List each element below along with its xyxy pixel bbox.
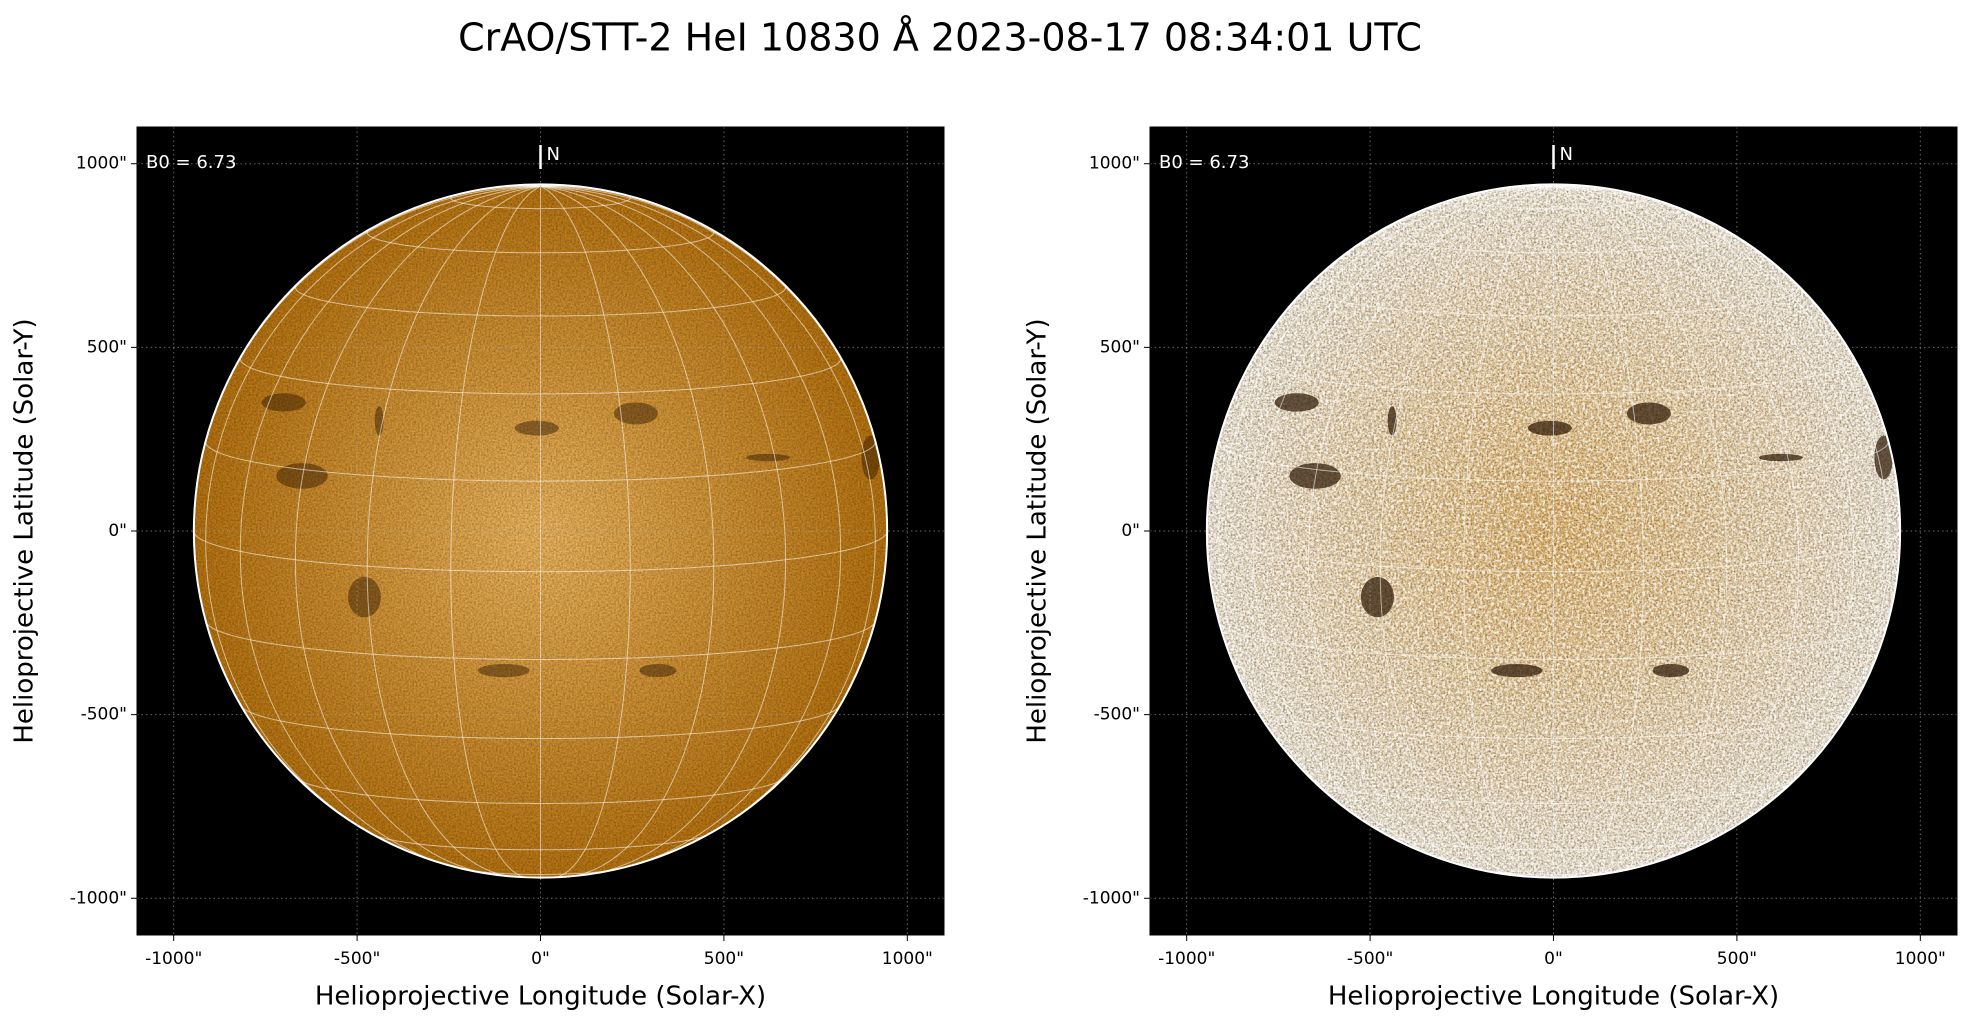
annotation: B0 = 6.73 [1159,152,1249,173]
dark-feature [1360,576,1394,618]
graticule-line [366,228,715,254]
graticule-line [1253,705,1854,740]
dark-feature [1652,663,1690,678]
figure-title: CrAO/STT-2 HeI 10830 Å 2023-08-17 08:34:… [458,16,1422,60]
limb [192,183,889,879]
graticule-line [1379,228,1728,254]
graticule-line [540,185,842,871]
dark-feature [1491,663,1543,678]
graticule-line [540,185,715,878]
dark-feature [1527,420,1572,436]
graticule-line [193,530,888,573]
graticule-line [294,185,541,876]
graticule-line [1553,185,1728,878]
graticule-line [1553,185,1644,879]
graticule-line [1553,185,1800,876]
dark-feature [745,453,790,462]
dark-feature [1626,402,1671,425]
north-label: N [547,144,560,165]
graticule-line [1463,185,1554,879]
graticule-line [1252,185,1554,871]
dark-feature [1274,393,1319,412]
axes-frame [1149,126,1958,936]
y-tick-label: 0" [108,521,127,541]
y-tick-label: -1000" [70,888,127,908]
x-axis-label: Helioprojective Longitude (Solar-X) [1328,982,1779,1012]
x-tick-label: -1000" [145,949,202,969]
y-tick-label: -500" [81,705,127,725]
x-tick-label: 500" [1717,949,1757,969]
north-label: N [1560,144,1573,165]
graticule-line [205,441,876,482]
dark-feature [514,420,559,436]
dark-feature [861,435,880,480]
dark-feature [1758,453,1803,462]
y-tick-label: 500" [87,337,127,357]
graticule-line [1383,833,1724,851]
x-axis-label: Helioprojective Longitude (Solar-X) [315,982,766,1012]
graticule-line [1218,441,1889,482]
panel: -1000" -500" 0" 500" 1000" -1000" -500" 0" 500" 1… [10,126,945,1012]
dark-feature [276,463,328,489]
dark-feature [1289,463,1341,489]
x-tick-label: 0" [531,949,550,969]
graticule-line [1553,185,1855,871]
graticule-line [1307,185,1554,876]
graticule-line [450,185,541,879]
x-tick-label: 1000" [1895,949,1946,969]
annotation: B0 = 6.73 [146,152,236,173]
dark-feature [478,663,530,678]
y-tick-label: 1000" [1089,154,1140,174]
graticule-line [366,185,541,878]
graticule-line [1553,185,1889,846]
graticule-line [1206,530,1901,573]
graticule-line [370,833,711,851]
x-tick-label: -500" [1347,949,1393,969]
graticule-line [240,705,841,740]
limb [1205,183,1902,879]
dark-feature [613,402,658,425]
y-tick-label: 500" [1100,337,1140,357]
panel: -1000" -500" 0" 500" 1000" -1000" -500" 0" 500" 1… [1023,126,1958,1012]
graticule-line [1218,185,1554,846]
graticule-line [540,185,787,876]
y-tick-label: -500" [1094,705,1140,725]
y-tick-label: 0" [1121,521,1140,541]
dark-feature [261,393,306,412]
y-tick-label: 1000" [76,154,127,174]
graticule-line [1379,185,1554,878]
graticule-line [540,185,876,846]
axes-frame [136,126,945,936]
x-tick-label: -1000" [1158,949,1215,969]
x-tick-label: 0" [1544,949,1563,969]
x-tick-label: 500" [704,949,744,969]
dark-feature [347,576,381,618]
x-tick-label: -500" [334,949,380,969]
y-tick-label: -1000" [1083,888,1140,908]
y-axis-label: Helioprojective Latitude (Solar-Y) [1023,318,1053,743]
graticule-line [205,185,541,846]
x-tick-label: 1000" [882,949,933,969]
graticule-line [540,185,631,879]
graticule-line [239,185,541,871]
y-axis-label: Helioprojective Latitude (Solar-Y) [10,318,40,743]
dark-feature [1874,435,1893,480]
dark-feature [639,663,677,678]
